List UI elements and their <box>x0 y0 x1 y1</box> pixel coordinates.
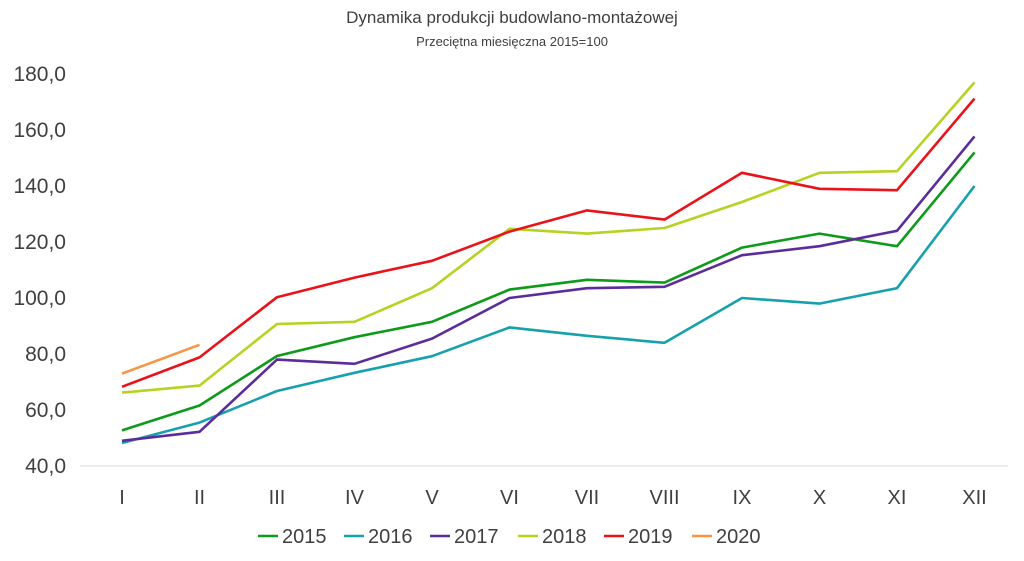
series-line-2019 <box>121 97 976 389</box>
x-tick-label: VII <box>575 487 599 509</box>
x-tick-label: V <box>425 487 439 509</box>
x-tick-label: IX <box>733 487 752 509</box>
chart-subtitle: Przeciętna miesięczna 2015=100 <box>416 34 608 49</box>
x-tick-label: III <box>269 487 286 509</box>
series-line-2020 <box>121 343 200 375</box>
x-tick-label: X <box>813 487 826 509</box>
series-line-2017 <box>121 135 976 443</box>
x-tick-label: XII <box>962 487 986 509</box>
chart-title: Dynamika produkcji budowlano-montażowej <box>346 8 678 27</box>
y-tick-label: 180,0 <box>13 63 66 86</box>
x-tick-label: VIII <box>649 487 679 509</box>
legend-label-2015: 2015 <box>282 526 327 548</box>
y-tick-label: 80,0 <box>25 343 66 366</box>
legend-label-2020: 2020 <box>716 526 761 548</box>
series-line-2016 <box>121 185 976 445</box>
y-tick-label: 60,0 <box>25 399 66 422</box>
series-line-2015 <box>121 151 976 432</box>
y-tick-label: 140,0 <box>13 175 66 198</box>
x-tick-label: II <box>194 487 205 509</box>
y-tick-label: 100,0 <box>13 287 66 310</box>
y-tick-label: 40,0 <box>25 455 66 478</box>
legend-label-2016: 2016 <box>368 526 413 548</box>
x-tick-label: VI <box>500 487 519 509</box>
y-tick-label: 160,0 <box>13 119 66 142</box>
x-tick-label: I <box>119 487 125 509</box>
legend-label-2018: 2018 <box>542 526 587 548</box>
x-tick-label: XI <box>888 487 907 509</box>
y-tick-label: 120,0 <box>13 231 66 254</box>
legend-label-2019: 2019 <box>628 526 673 548</box>
legend-label-2017: 2017 <box>454 526 499 548</box>
x-tick-label: IV <box>345 487 365 509</box>
series-line-2018 <box>121 81 976 394</box>
